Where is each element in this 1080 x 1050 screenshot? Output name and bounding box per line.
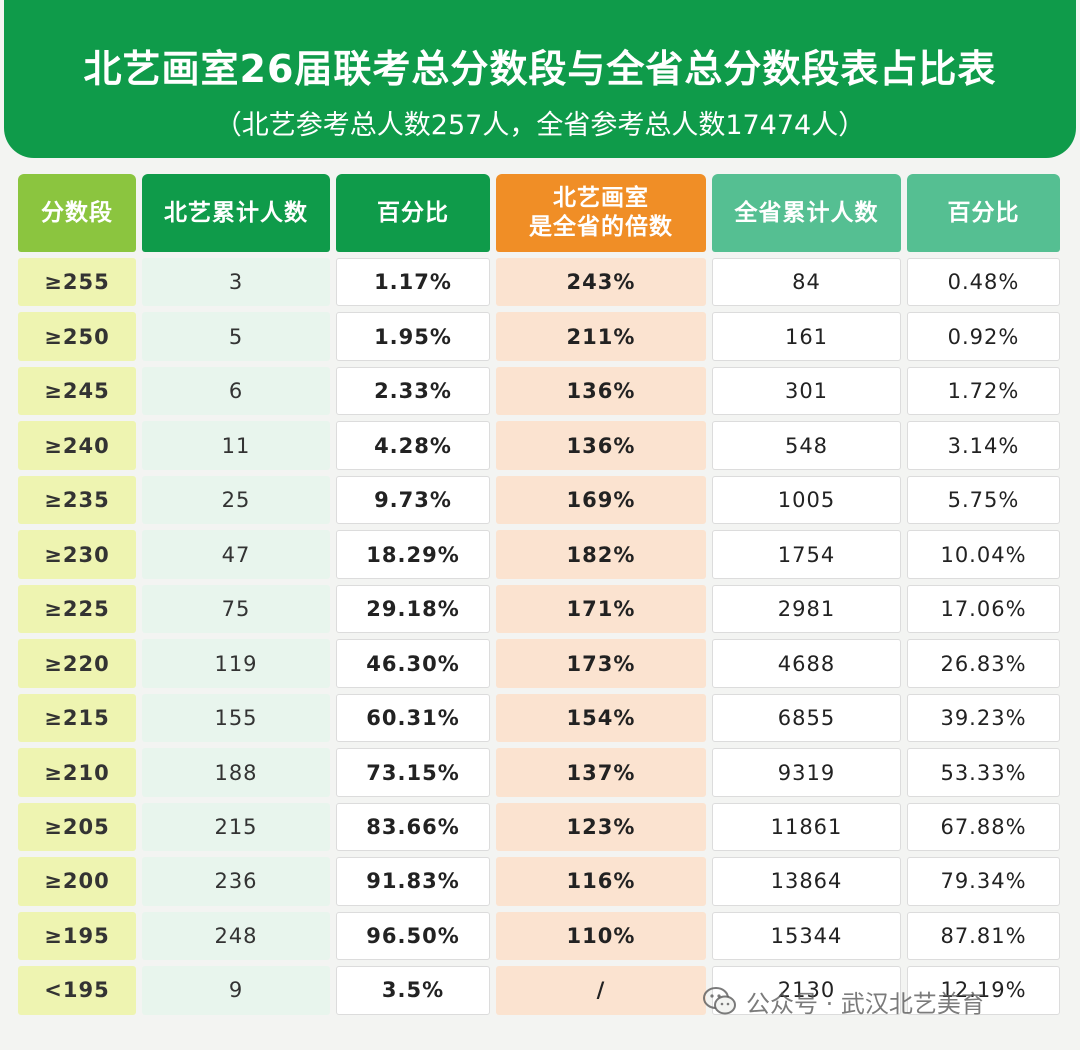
cell-beiyi-percent: 29.18%	[336, 584, 490, 634]
header-multiple: 北艺画室 是全省的倍数	[496, 174, 706, 252]
cell-province-percent: 67.88%	[907, 802, 1060, 852]
cell-multiple: 171%	[496, 584, 706, 634]
cell-score-range: ≥235	[18, 475, 136, 525]
cell-multiple: 137%	[496, 748, 706, 797]
header-score-range: 分数段	[18, 174, 136, 252]
cell-beiyi-cumulative: 188	[142, 748, 330, 797]
cell-beiyi-cumulative: 3	[142, 257, 330, 307]
cell-beiyi-percent: 46.30%	[336, 639, 490, 688]
cell-score-range: ≥250	[18, 312, 136, 361]
cell-multiple: 110%	[496, 911, 706, 961]
cell-province-cumulative: 1754	[712, 530, 901, 579]
cell-score-range: ≥225	[18, 584, 136, 634]
cell-beiyi-percent: 96.50%	[336, 911, 490, 961]
cell-beiyi-cumulative: 9	[142, 966, 330, 1015]
cell-province-cumulative: 301	[712, 366, 901, 416]
header-beiyi-cumulative: 北艺累计人数	[142, 174, 330, 252]
cell-score-range: ≥215	[18, 693, 136, 743]
watermark: 公众号 · 武汉北艺美育	[702, 981, 985, 1021]
cell-score-range: ≥200	[18, 857, 136, 906]
cell-multiple: 211%	[496, 312, 706, 361]
cell-province-cumulative: 13864	[712, 857, 901, 906]
cell-score-range: ≥195	[18, 911, 136, 961]
cell-province-cumulative: 2130	[712, 966, 901, 1015]
cell-province-percent: 0.92%	[907, 312, 1060, 361]
cell-score-range: ≥220	[18, 639, 136, 688]
cell-province-cumulative: 84	[712, 257, 901, 307]
cell-province-percent: 0.48%	[907, 257, 1060, 307]
header-province-percent: 百分比	[907, 174, 1060, 252]
cell-province-cumulative: 548	[712, 421, 901, 470]
cell-province-percent: 26.83%	[907, 639, 1060, 688]
cell-province-percent: 3.14%	[907, 421, 1060, 470]
cell-beiyi-cumulative: 215	[142, 802, 330, 852]
cell-province-percent: 39.23%	[907, 693, 1060, 743]
header-province-cumulative: 全省累计人数	[712, 174, 901, 252]
cell-beiyi-percent: 18.29%	[336, 530, 490, 579]
cell-province-percent: 17.06%	[907, 584, 1060, 634]
cell-province-percent: 53.33%	[907, 748, 1060, 797]
cell-multiple: 136%	[496, 366, 706, 416]
cell-province-percent: 5.75%	[907, 475, 1060, 525]
cell-score-range: ≥230	[18, 530, 136, 579]
cell-beiyi-cumulative: 25	[142, 475, 330, 525]
cell-beiyi-cumulative: 236	[142, 857, 330, 906]
watermark-text: 公众号 · 武汉北艺美育	[746, 989, 985, 1018]
cell-multiple: 116%	[496, 857, 706, 906]
cell-multiple: 173%	[496, 639, 706, 688]
cell-province-cumulative: 2981	[712, 584, 901, 634]
page-subtitle: （北艺参考总人数257人，全省参考总人数17474人）	[214, 110, 866, 141]
cell-beiyi-cumulative: 47	[142, 530, 330, 579]
title-banner: 北艺画室26届联考总分数段与全省总分数段表占比表 （北艺参考总人数257人，全省…	[4, 0, 1076, 158]
cell-province-cumulative: 15344	[712, 911, 901, 961]
cell-beiyi-percent: 91.83%	[336, 857, 490, 906]
cell-province-percent: 79.34%	[907, 857, 1060, 906]
cell-province-percent: 1.72%	[907, 366, 1060, 416]
cell-multiple: 123%	[496, 802, 706, 852]
cell-multiple: 243%	[496, 257, 706, 307]
cell-score-range: ≥240	[18, 421, 136, 470]
cell-beiyi-percent: 60.31%	[336, 693, 490, 743]
cell-beiyi-cumulative: 119	[142, 639, 330, 688]
cell-score-range: ≥245	[18, 366, 136, 416]
score-table: 分数段 北艺累计人数 百分比 北艺画室 是全省的倍数 全省累计人数 百分比 ≥255 3 1.17…	[18, 174, 1062, 1015]
cell-score-range: <195	[18, 966, 136, 1015]
wechat-icon	[703, 987, 736, 1015]
cell-province-cumulative: 1005	[712, 475, 901, 525]
cell-province-cumulative: 11861	[712, 802, 901, 852]
cell-beiyi-cumulative: 5	[142, 312, 330, 361]
cell-beiyi-percent: 3.5%	[336, 966, 490, 1015]
cell-province-percent: 12.19%	[907, 966, 1060, 1015]
cell-beiyi-cumulative: 6	[142, 366, 330, 416]
cell-beiyi-percent: 2.33%	[336, 366, 490, 416]
cell-beiyi-cumulative: 11	[142, 421, 330, 470]
cell-multiple: 169%	[496, 475, 706, 525]
cell-beiyi-percent: 1.95%	[336, 312, 490, 361]
cell-beiyi-percent: 73.15%	[336, 748, 490, 797]
cell-province-cumulative: 9319	[712, 748, 901, 797]
cell-province-cumulative: 6855	[712, 693, 901, 743]
cell-score-range: ≥210	[18, 748, 136, 797]
cell-score-range: ≥205	[18, 802, 136, 852]
cell-multiple: 154%	[496, 693, 706, 743]
page-title: 北艺画室26届联考总分数段与全省总分数段表占比表	[83, 47, 997, 91]
header-beiyi-percent: 百分比	[336, 174, 490, 252]
cell-province-cumulative: 161	[712, 312, 901, 361]
cell-beiyi-cumulative: 75	[142, 584, 330, 634]
cell-beiyi-cumulative: 248	[142, 911, 330, 961]
cell-province-percent: 10.04%	[907, 530, 1060, 579]
cell-beiyi-percent: 83.66%	[336, 802, 490, 852]
cell-beiyi-percent: 9.73%	[336, 475, 490, 525]
cell-multiple: /	[496, 966, 706, 1015]
cell-province-percent: 87.81%	[907, 911, 1060, 961]
cell-beiyi-cumulative: 155	[142, 693, 330, 743]
cell-multiple: 182%	[496, 530, 706, 579]
cell-beiyi-percent: 1.17%	[336, 257, 490, 307]
cell-multiple: 136%	[496, 421, 706, 470]
cell-beiyi-percent: 4.28%	[336, 421, 490, 470]
cell-score-range: ≥255	[18, 257, 136, 307]
cell-province-cumulative: 4688	[712, 639, 901, 688]
